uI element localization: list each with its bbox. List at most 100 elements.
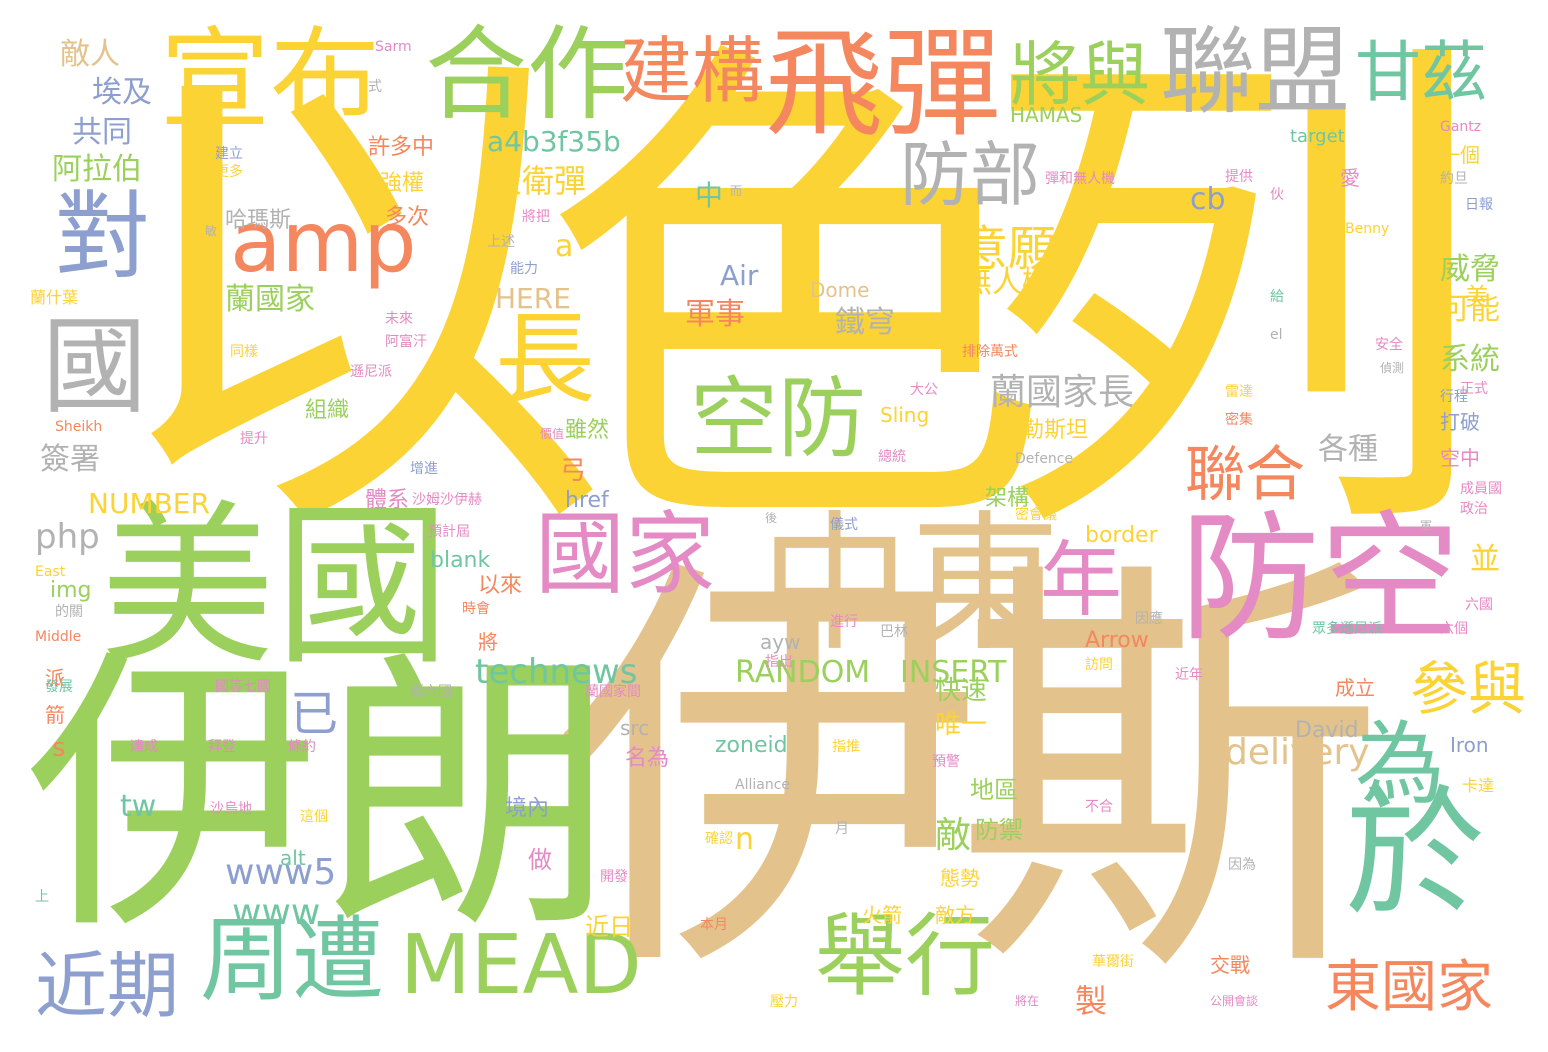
word-yige: 一個 [1440,143,1480,167]
word-aiji: 埃及 [92,75,152,110]
word-zongtong: 增進 [410,461,438,477]
word-gongtong: 共同 [72,115,132,150]
word-tiaoyue: 拜登 [208,739,236,755]
word-jiazhi: 而 [730,184,743,198]
word-chengyuanguo: 密集 [1225,412,1253,428]
word-yilang: 伊朗 [25,625,615,969]
word-zuzhi: 組織 [305,398,350,423]
word-guodeng: 蘭國家間 [585,684,641,700]
word-php: php [35,517,100,557]
word-jiangba: 能力 [510,261,538,277]
word-www5: www5 [225,852,337,893]
word-leida: el [1270,327,1283,343]
word-nengli: 上述 [487,234,515,250]
word-xuduozhong: 許多中 [368,135,435,160]
word-fangyu: 防禦 [975,816,1023,844]
word-daweidan: 大衛彈 [490,162,587,200]
word-wurenji: 無人機 [962,265,1052,300]
word-jinri: 近日 [585,913,633,941]
word-shangshu: 更多 [215,164,243,180]
word-benyue: 月 [835,821,849,837]
word-tieqiong: 鐵穹 [835,305,895,340]
word-yujing: 指推 [832,739,860,755]
word-benny: Alliance [735,777,791,793]
word-dome: Dome [810,278,870,302]
word-fangbu: 防部 [900,134,1040,216]
word-zhengzhi: 成員國 [1460,481,1502,497]
word-www: www [232,892,321,933]
word-difang: 敵方 [935,903,975,927]
word-taishi: 態勢 [940,866,980,890]
word-hezuo: 合作 [425,16,629,135]
word-n: n [735,822,755,857]
word-jiagou: 架構 [985,486,1030,511]
word-gezhong: 各種 [1318,432,1378,467]
word-sheikh: East [35,564,66,580]
word-delivery: delivery [1225,732,1370,773]
word-lanlancjiazhang: 蘭國家長 [990,372,1135,413]
word-a: a [555,229,574,264]
word-sling: Sling [880,403,930,427]
word-er: 敏 [205,224,218,238]
word-defence: Sheikh [55,419,103,435]
word-diqu: 地區 [970,776,1018,804]
word-ganzi: 甘茲 [1355,34,1487,111]
word-dongguojia: 東國家 [1325,955,1493,1020]
word-shang: 華爾街 [1092,954,1134,970]
word-shihui: 政治 [1460,501,1488,517]
word-jiang: 將 [478,630,498,654]
word-blank: blank [430,548,491,573]
word-number: NUMBER [88,487,210,520]
word-yi: 已 [290,686,339,742]
word-s: s [52,733,66,763]
word-diren: 敵人 [60,37,120,72]
word-random: RANDOM [735,655,871,690]
word-middle: Gantz [1440,119,1482,135]
word-tw: tw [120,789,157,824]
word-lanjian: 提升 [240,431,268,447]
word-wei: 為 [1355,712,1445,817]
word-target: target [1290,126,1345,147]
word-yuedan: 式 [368,79,382,95]
word-jiangyu: 將與 [1010,34,1150,116]
word-xunnipai: 排除萬式 [962,344,1018,360]
word-el: 行程 [1440,389,1468,405]
word-danhewurenji: 蘭什葉 [30,288,79,307]
word-yisi: 伊斯 [555,525,1385,1025]
word-img: img [50,578,92,603]
word-min: 給 [1270,289,1284,305]
word-dagong: 總統 [878,449,906,465]
word-weixie: 威脅 [1440,252,1500,287]
word-queren: 開發 [600,869,628,885]
word-meiguo: 美國 [100,486,450,689]
word-yiyuan: 意願 [960,221,1057,277]
word-duoci: 多次 [385,205,430,230]
word-huaerjie: 公開會談 [1210,994,1259,1008]
word-bing: 並 [1470,542,1500,577]
word-zhouzao: 周遭 [200,907,385,1014]
word-dui: 對 [55,182,151,292]
word-david: David [1295,718,1359,743]
word-juxing: 舉行 [815,904,995,1009]
word-shamu: 預計屆 [428,524,470,540]
word-border: border [1085,523,1158,548]
word-yinwei: 不合 [1085,799,1113,815]
word-kuaisu: 快速 [935,676,988,706]
word-zhi: 製 [1075,982,1108,1020]
word-zhence: 安全 [1375,337,1403,353]
word-liuge: 六國 [1465,597,1493,613]
word-east: Middle [35,629,82,645]
word-jingnei: 境內 [505,796,550,821]
word-xuanbu: 宣布 [160,16,380,144]
word-guojia: 國家 [535,502,715,607]
word-feidan: 飛彈 [765,15,1002,153]
word-lianhe: 聯合 [1185,440,1305,510]
word-yu: 於 [1345,773,1486,936]
word-yujijie: 密會議 [1015,507,1057,523]
word-kongfang: 空防 [690,367,867,470]
word-shi: Sarm [375,39,412,55]
word-zhongduo: 六個 [1440,621,1468,637]
word-jian: 箭 [45,703,65,727]
word-liuguo: 時會 [462,601,490,617]
